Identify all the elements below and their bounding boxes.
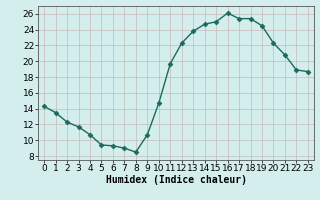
X-axis label: Humidex (Indice chaleur): Humidex (Indice chaleur) [106, 175, 246, 185]
